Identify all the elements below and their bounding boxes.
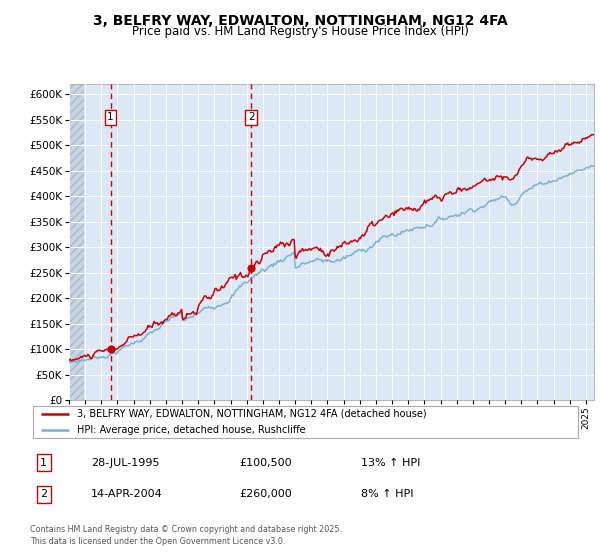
- Bar: [69, 84, 83, 400]
- Text: 28-JUL-1995: 28-JUL-1995: [91, 458, 159, 468]
- Text: Contains HM Land Registry data © Crown copyright and database right 2025.
This d: Contains HM Land Registry data © Crown c…: [30, 525, 342, 546]
- Point: [106, 344, 115, 353]
- Text: 2: 2: [248, 112, 254, 122]
- FancyBboxPatch shape: [33, 406, 578, 438]
- Text: 1: 1: [40, 458, 47, 468]
- Text: 3, BELFRY WAY, EDWALTON, NOTTINGHAM, NG12 4FA (detached house): 3, BELFRY WAY, EDWALTON, NOTTINGHAM, NG1…: [77, 409, 427, 419]
- Text: £260,000: £260,000: [240, 489, 293, 500]
- Text: 14-APR-2004: 14-APR-2004: [91, 489, 163, 500]
- Text: 1: 1: [107, 112, 114, 122]
- Text: 8% ↑ HPI: 8% ↑ HPI: [361, 489, 414, 500]
- Text: £100,500: £100,500: [240, 458, 292, 468]
- Text: 2: 2: [40, 489, 47, 500]
- Text: Price paid vs. HM Land Registry's House Price Index (HPI): Price paid vs. HM Land Registry's House …: [131, 25, 469, 38]
- Text: 13% ↑ HPI: 13% ↑ HPI: [361, 458, 421, 468]
- Text: HPI: Average price, detached house, Rushcliffe: HPI: Average price, detached house, Rush…: [77, 425, 305, 435]
- Text: 3, BELFRY WAY, EDWALTON, NOTTINGHAM, NG12 4FA: 3, BELFRY WAY, EDWALTON, NOTTINGHAM, NG1…: [92, 14, 508, 28]
- Point: [247, 263, 256, 272]
